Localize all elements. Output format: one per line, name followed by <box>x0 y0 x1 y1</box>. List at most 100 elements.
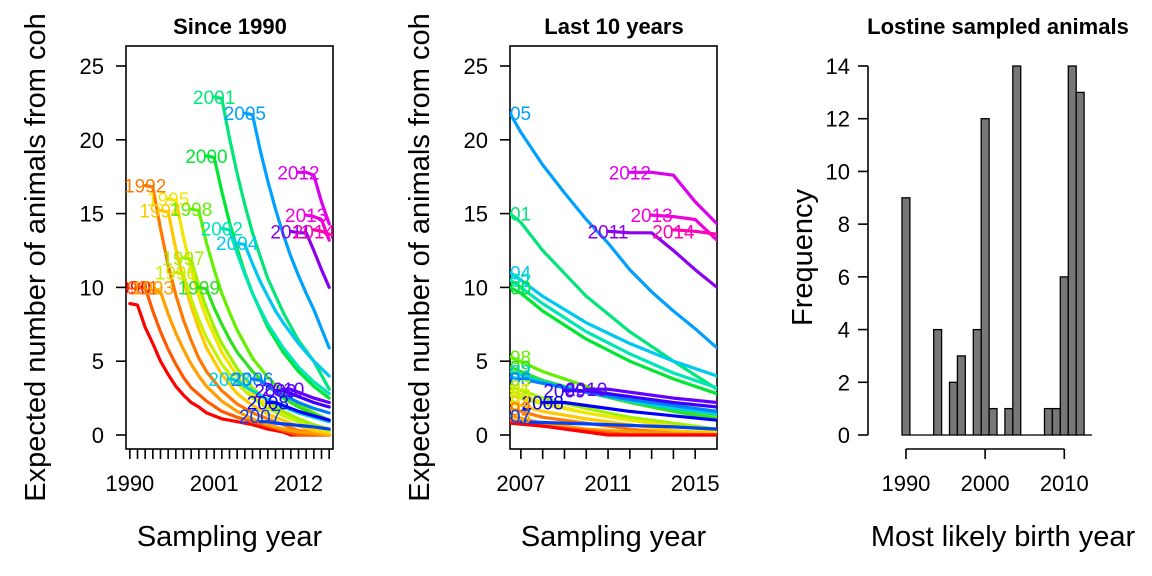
series-line-1994 <box>510 400 717 436</box>
series-line-2008 <box>266 400 331 422</box>
y-tick-label: 15 <box>80 202 104 227</box>
series-label-2002: 2002 <box>201 219 243 240</box>
y-tick-label: 6 <box>838 265 850 290</box>
series-line-2001 <box>212 95 331 391</box>
series-line-2011 <box>289 229 331 289</box>
series-label-1993: 1993 <box>489 407 531 428</box>
y-tick-label: 14 <box>826 54 850 79</box>
series-label-2011: 2011 <box>270 222 311 243</box>
y-tick-label: 25 <box>80 54 104 79</box>
series-lines <box>510 111 717 437</box>
series-label-2001: 2001 <box>193 88 235 109</box>
series-label-2008: 2008 <box>247 394 289 415</box>
series-label-2007: 2007 <box>489 407 531 428</box>
series-line-1999 <box>197 285 331 422</box>
panel-since-1990: Since 1990 Expected number of animals fro… <box>20 13 334 553</box>
series-label-1991: 1991 <box>116 278 158 299</box>
series-label-2012: 2012 <box>277 163 319 184</box>
plot-frame <box>509 45 718 450</box>
x-tick-label: 2012 <box>274 471 323 496</box>
series-label-1998: 1998 <box>170 200 212 221</box>
x-axis-label: Sampling year <box>137 521 323 553</box>
series-line-2002 <box>510 278 717 390</box>
y-tick-label: 4 <box>838 318 850 343</box>
panel-last-10-years: Last 10 years Expected number of animals … <box>404 13 720 553</box>
series-label-2006: 2006 <box>489 370 531 391</box>
y-tick-label: 0 <box>476 423 488 448</box>
series-label-1993: 1993 <box>132 278 174 299</box>
y-tick-label: 10 <box>826 159 850 184</box>
y-tick-label: 8 <box>838 212 850 237</box>
bar-2012 <box>1075 91 1085 436</box>
series-line-2012 <box>296 170 331 226</box>
series-line-2010 <box>281 387 331 405</box>
bar-2000 <box>980 118 990 436</box>
series-line-2010 <box>584 387 717 405</box>
series-label-2010: 2010 <box>565 380 607 401</box>
series-line-2008 <box>541 400 717 422</box>
panel-title: Last 10 years <box>544 14 683 39</box>
series-line-1993 <box>151 288 331 437</box>
y-axis-label: Expected number of animals from coh <box>20 13 52 501</box>
x-axis-label: Sampling year <box>521 521 707 553</box>
series-line-2013 <box>304 213 331 242</box>
panel-lostine-sampled-animals: Lostine sampled animals Frequency Most lik… <box>787 14 1135 553</box>
series-label-1990: 1990 <box>109 278 151 299</box>
series-label-2010: 2010 <box>262 380 304 401</box>
series-line-2013 <box>649 213 717 242</box>
series-line-2014 <box>312 228 331 236</box>
panel-title: Since 1990 <box>173 14 287 39</box>
bar-2011 <box>1067 65 1077 436</box>
bar-2008 <box>1043 407 1054 436</box>
series-label-2014: 2014 <box>652 222 695 243</box>
y-tick-label: 20 <box>464 128 488 153</box>
y-tick-label: 5 <box>476 349 488 374</box>
series-label-1995: 1995 <box>147 190 189 211</box>
series-line-2005 <box>243 111 331 350</box>
bar-2004 <box>1012 65 1022 436</box>
y-tick-label: 12 <box>826 107 850 132</box>
series-label-2003: 2003 <box>489 363 531 384</box>
series-label-1997: 1997 <box>489 377 531 398</box>
series-label-1999: 1999 <box>489 358 531 379</box>
series-label-2013: 2013 <box>630 206 672 227</box>
bar-2010 <box>1059 276 1069 436</box>
series-label-2012: 2012 <box>609 163 651 184</box>
series-label-1996: 1996 <box>489 386 531 407</box>
series-label-2002: 2002 <box>489 271 531 292</box>
y-tick-label: 10 <box>80 275 104 300</box>
series-label-2003: 2003 <box>208 370 250 391</box>
y-axis-label: Expected number of animals from coh <box>404 13 436 501</box>
series-line-1990 <box>510 421 717 437</box>
series-line-1990 <box>128 302 331 437</box>
x-tick-label: 2011 <box>584 471 631 496</box>
series-label-1994: 1994 <box>489 394 532 415</box>
x-tick-label: 2015 <box>671 471 720 496</box>
x-tick-label: 2001 <box>190 471 239 496</box>
series-line-2006 <box>250 377 331 415</box>
panel-title: Lostine sampled animals <box>867 14 1129 39</box>
bar-2003 <box>1004 407 1014 436</box>
series-label-2008: 2008 <box>522 394 564 415</box>
series-line-2000 <box>510 285 717 396</box>
y-tick-label: 0 <box>838 423 850 448</box>
series-label-2007: 2007 <box>239 407 281 428</box>
bar-1999 <box>972 328 982 436</box>
series-label-1998: 1998 <box>489 348 531 369</box>
bar-2009 <box>1051 407 1061 436</box>
y-tick-label: 2 <box>838 370 850 395</box>
y-axis-label: Frequency <box>787 188 819 326</box>
series-line-2009 <box>273 389 331 409</box>
y-tick-label: 10 <box>464 275 488 300</box>
series-line-2007 <box>258 420 331 431</box>
series-line-2014 <box>671 228 717 236</box>
y-tick-label: 0 <box>92 423 104 448</box>
series-line-2012 <box>628 170 717 226</box>
series-line-2009 <box>562 389 717 409</box>
bar-1996 <box>948 381 959 436</box>
x-tick-label: 1990 <box>105 471 154 496</box>
series-line-2005 <box>510 111 717 350</box>
